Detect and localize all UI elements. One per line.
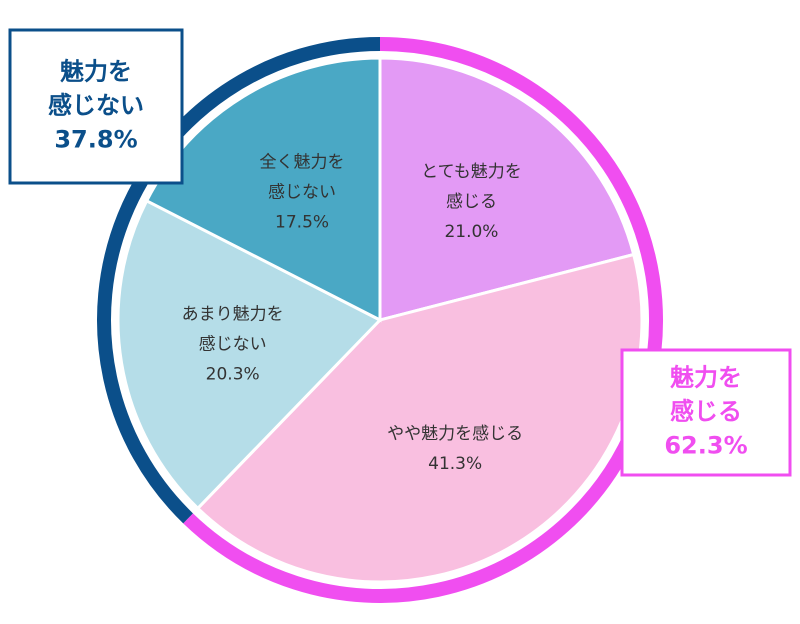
group-value: 37.8% — [54, 126, 137, 154]
group-name: 魅力を — [670, 364, 742, 392]
group-name: 魅力を — [60, 58, 132, 86]
slice-label: とても魅力を — [421, 162, 522, 182]
slice-label: やや魅力を感じる — [387, 424, 523, 444]
slice — [116, 198, 383, 511]
group-value: 62.3% — [664, 432, 747, 460]
slice-value: 21.0% — [444, 222, 498, 242]
slice-value: 41.3% — [428, 454, 482, 474]
slice-value: 17.5% — [275, 213, 329, 233]
slice — [378, 56, 636, 322]
slice-label: 全く魅力を — [260, 153, 345, 173]
group-arc — [97, 37, 381, 524]
slice-label: 感じる — [446, 192, 497, 212]
slice-label: あまり魅力を — [182, 304, 284, 324]
slice-value: 20.3% — [206, 364, 260, 384]
group-name: 感じる — [670, 398, 742, 426]
slice-label: 感じない — [199, 334, 267, 354]
group-box — [8, 28, 184, 185]
group-name: 感じない — [48, 92, 144, 120]
group-box — [620, 348, 792, 477]
slice-label: 感じない — [268, 183, 336, 203]
